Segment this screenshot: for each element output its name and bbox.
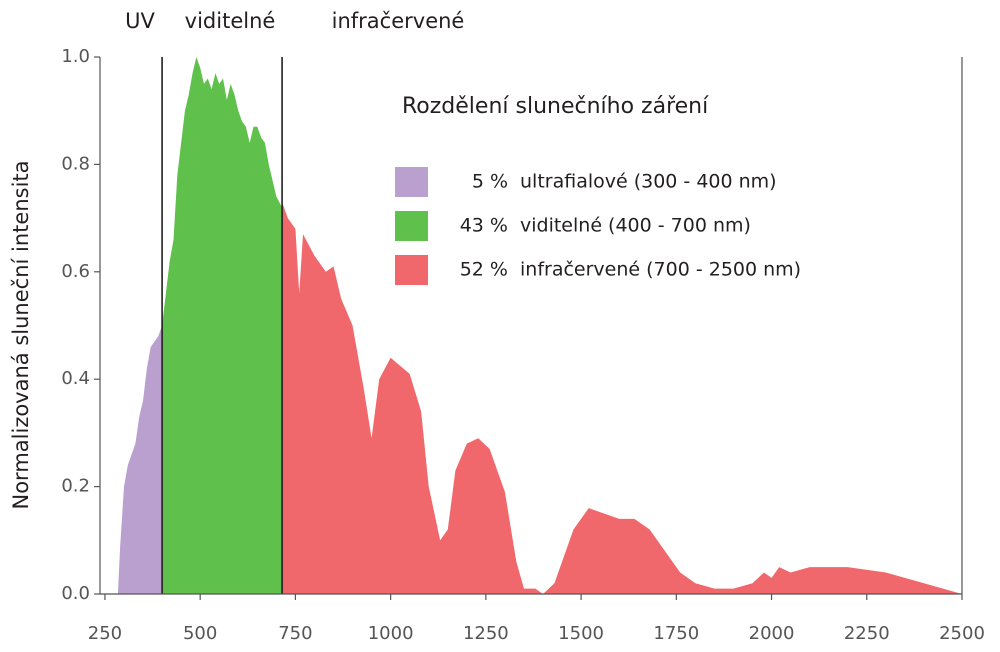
y-tick-label: 0.8 xyxy=(61,153,90,174)
x-tick-label: 2250 xyxy=(844,623,890,644)
legend-swatch xyxy=(395,211,428,241)
x-tick-label: 1750 xyxy=(653,623,699,644)
region-label: infračervené xyxy=(332,9,465,33)
y-tick-label: 0.2 xyxy=(61,476,90,497)
area xyxy=(117,325,163,594)
y-tick-label: 0.4 xyxy=(61,368,90,389)
x-tick-label: 750 xyxy=(278,623,312,644)
legend-swatch xyxy=(395,255,428,285)
x-tick-label: 1500 xyxy=(558,623,604,644)
legend-share: 5 % xyxy=(472,171,508,193)
y-tick-label: 0.6 xyxy=(61,261,90,282)
x-tick-label: 1250 xyxy=(463,623,509,644)
area xyxy=(282,201,962,595)
region-label: viditelné xyxy=(185,9,276,33)
legend-label: ultrafialové (300 - 400 nm) xyxy=(520,171,777,193)
region-label: UV xyxy=(125,9,155,33)
y-tick-label: 1.0 xyxy=(61,46,90,67)
x-tick-label: 500 xyxy=(183,623,217,644)
x-tick-label: 2000 xyxy=(749,623,795,644)
legend-swatch xyxy=(395,167,428,197)
x-tick-label: 250 xyxy=(88,623,122,644)
x-tick-label: 2500 xyxy=(939,623,985,644)
legend-title: Rozdělení slunečního záření xyxy=(402,94,709,119)
x-tick-label: 1000 xyxy=(368,623,414,644)
legend-label: infračervené (700 - 2500 nm) xyxy=(520,259,801,281)
y-axis-label: Normalizovaná sluneční intensita xyxy=(9,160,33,509)
area xyxy=(162,57,283,594)
legend-label: viditelné (400 - 700 nm) xyxy=(520,215,751,237)
y-tick-label: 0.0 xyxy=(61,583,90,604)
legend-share: 52 % xyxy=(460,259,508,281)
legend-share: 43 % xyxy=(460,215,508,237)
